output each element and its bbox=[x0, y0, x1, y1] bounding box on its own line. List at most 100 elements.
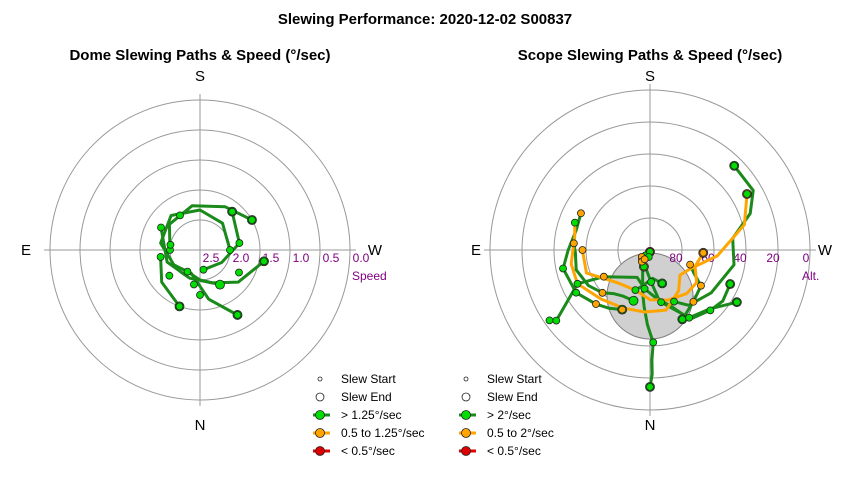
legend-end-marker bbox=[461, 392, 471, 402]
dome-ring-label: 1.0 bbox=[293, 251, 310, 265]
dome-slew-end-marker bbox=[215, 279, 225, 290]
scope-slew-path-fast bbox=[640, 258, 732, 321]
scope-legend-item: 0.5 to 2°/sec bbox=[459, 426, 554, 440]
scope-endpoint-marker bbox=[647, 278, 656, 286]
figure-title: Slewing Performance: 2020-12-02 S00837 bbox=[278, 11, 572, 28]
scope-legend-label: 0.5 to 2°/sec bbox=[487, 426, 554, 440]
dome-legend-label: Slew End bbox=[341, 390, 392, 404]
scope-endpoint-marker bbox=[578, 246, 587, 254]
dome-slew-path-fast bbox=[186, 270, 222, 287]
scope-legend-label: < 0.5°/sec bbox=[487, 444, 541, 458]
dome-endpoint-marker bbox=[233, 311, 242, 319]
scope-endpoint-marker bbox=[678, 315, 687, 324]
scope-radial-label: Alt. bbox=[802, 269, 819, 283]
scope-legend-label: > 2°/sec bbox=[487, 408, 531, 422]
dome-endpoint-marker bbox=[165, 271, 174, 280]
dome-legend-item: > 1.25°/sec bbox=[313, 408, 402, 422]
dome-endpoint-marker bbox=[166, 240, 175, 249]
dome-cardinal-bottom: N bbox=[195, 417, 206, 434]
legend-marker-fast bbox=[461, 410, 471, 420]
scope-endpoint-marker bbox=[640, 255, 649, 264]
dome-endpoint-marker bbox=[248, 216, 256, 224]
scope-cardinal-right: W bbox=[818, 242, 833, 259]
dome-polar-grid bbox=[44, 94, 356, 406]
dome-endpoint-marker bbox=[190, 280, 198, 289]
dome-cardinal-top: S bbox=[195, 68, 205, 85]
legend-marker-slow bbox=[461, 446, 471, 456]
scope-slew-paths bbox=[545, 160, 755, 392]
dome-slew-path-fast bbox=[159, 255, 181, 308]
dome-endpoint-marker bbox=[235, 239, 244, 247]
legend-marker-medium bbox=[315, 428, 325, 438]
dome-endpoint-marker bbox=[176, 211, 184, 220]
scope-slew-end-marker bbox=[628, 295, 639, 306]
dome-legend-item: < 0.5°/sec bbox=[313, 444, 395, 458]
scope-endpoint-marker bbox=[689, 297, 698, 306]
dome-endpoint-marker bbox=[183, 267, 192, 276]
scope-cardinal-top: S bbox=[645, 68, 655, 85]
dome-ring-label: 2.0 bbox=[233, 251, 250, 265]
scope-slew-path-fast bbox=[548, 275, 739, 323]
scope-endpoint-marker bbox=[649, 338, 658, 347]
legend-end-marker bbox=[315, 392, 325, 402]
dome-panel: Dome Slewing Paths & Speed (°/sec) S N E… bbox=[21, 47, 425, 458]
dome-ring-label: 0.5 bbox=[323, 251, 340, 265]
scope-cardinal-left: E bbox=[471, 242, 481, 259]
dome-legend-item: 0.5 to 1.25°/sec bbox=[313, 426, 425, 440]
legend-marker-fast bbox=[315, 410, 325, 420]
dome-endpoint-marker bbox=[157, 223, 165, 232]
dome-endpoint-marker bbox=[196, 291, 204, 299]
scope-slew-path-fast bbox=[572, 241, 635, 303]
dome-legend-label: Slew Start bbox=[341, 372, 396, 386]
scope-endpoint-marker bbox=[686, 260, 694, 269]
scope-slew-path-fast bbox=[641, 253, 655, 389]
scope-endpoint-marker bbox=[552, 316, 561, 325]
scope-endpoint-marker bbox=[631, 286, 640, 294]
dome-ring-label: 2.5 bbox=[203, 251, 220, 265]
dome-endpoint-marker bbox=[228, 207, 237, 216]
scope-legend-item: Slew Start bbox=[463, 372, 542, 386]
dome-legend-label: > 1.25°/sec bbox=[341, 408, 402, 422]
dome-radial-label: Speed bbox=[352, 269, 387, 283]
dome-endpoint-marker bbox=[226, 246, 234, 254]
scope-endpoint-marker bbox=[570, 218, 579, 227]
scope-endpoint-marker bbox=[618, 305, 627, 314]
scope-endpoint-marker bbox=[697, 281, 705, 290]
scope-endpoint-marker bbox=[572, 288, 580, 297]
scope-endpoint-marker bbox=[706, 306, 715, 315]
scope-ring-label: 80 bbox=[669, 251, 683, 265]
scope-cardinal-bottom: N bbox=[645, 417, 656, 434]
scope-endpoint-marker bbox=[559, 264, 567, 273]
scope-chart-title: Scope Slewing Paths & Speed (°/sec) bbox=[518, 47, 782, 64]
scope-endpoint-marker bbox=[646, 382, 654, 391]
legend-marker-slow bbox=[315, 446, 325, 456]
legend-start-marker bbox=[463, 376, 469, 382]
scope-endpoint-marker bbox=[640, 284, 649, 293]
scope-legend: Slew Start Slew End > 2°/sec 0.5 to 2°/sec <… bbox=[459, 372, 554, 458]
dome-endpoint-marker bbox=[175, 302, 184, 311]
scope-ring-label: 20 bbox=[766, 251, 780, 265]
dome-endpoint-marker bbox=[156, 253, 165, 261]
scope-legend-item: > 2°/sec bbox=[459, 408, 531, 422]
scope-ring-label: 40 bbox=[733, 251, 747, 265]
dome-legend: Slew Start Slew End > 1.25°/sec 0.5 to 1.25… bbox=[313, 372, 425, 458]
dome-legend-label: 0.5 to 1.25°/sec bbox=[341, 426, 425, 440]
scope-endpoint-marker bbox=[726, 280, 735, 288]
scope-endpoint-marker bbox=[545, 316, 554, 325]
scope-endpoint-marker bbox=[657, 298, 665, 307]
dome-endpoint-marker bbox=[199, 265, 208, 274]
dome-slew-paths bbox=[156, 204, 269, 320]
scope-endpoint-marker bbox=[658, 279, 667, 288]
dome-legend-label: < 0.5°/sec bbox=[341, 444, 395, 458]
scope-endpoint-marker bbox=[730, 161, 739, 170]
dome-legend-item: Slew End bbox=[315, 390, 392, 404]
scope-endpoint-marker bbox=[577, 209, 585, 218]
scope-slew-path-medium bbox=[569, 192, 749, 314]
scope-endpoint-marker bbox=[592, 300, 600, 308]
scope-endpoint-marker bbox=[598, 288, 607, 297]
dome-cardinal-left: E bbox=[21, 242, 31, 259]
dome-slew-path-fast bbox=[159, 208, 239, 317]
dome-chart-title: Dome Slewing Paths & Speed (°/sec) bbox=[69, 47, 330, 64]
scope-endpoint-marker bbox=[573, 279, 582, 288]
